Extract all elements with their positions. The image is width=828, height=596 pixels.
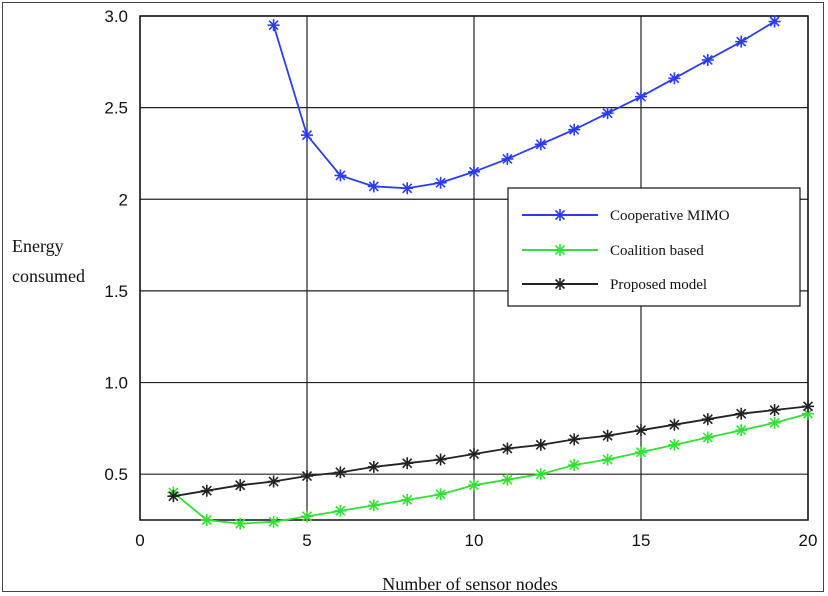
data-point <box>334 169 347 182</box>
legend-marker-1 <box>554 244 566 256</box>
data-point <box>768 404 781 417</box>
y-tick-label: 0.5 <box>104 465 128 484</box>
data-point <box>568 123 581 136</box>
data-point <box>501 152 514 165</box>
data-point <box>601 453 614 466</box>
data-point <box>802 407 814 420</box>
data-point <box>601 429 614 442</box>
data-point <box>768 416 781 429</box>
legend: Cooperative MIMO Coalition based Proposed … <box>507 187 801 307</box>
data-point <box>434 488 447 501</box>
data-point <box>668 438 681 451</box>
data-point <box>735 407 748 420</box>
data-point <box>401 457 414 470</box>
plot-area-border <box>139 15 809 521</box>
legend-marker-0 <box>554 209 566 221</box>
data-point <box>301 510 313 523</box>
data-point <box>768 15 781 28</box>
x-tick-label: 10 <box>465 531 484 550</box>
data-point <box>668 418 681 431</box>
data-point <box>267 19 280 32</box>
y-axis-title-line-2: consumed <box>12 266 85 286</box>
data-point <box>200 484 213 497</box>
data-point <box>534 138 547 151</box>
data-point <box>367 460 380 473</box>
series-1 <box>167 407 814 530</box>
y-tick-label: 1.5 <box>104 282 128 301</box>
legend-label: Proposed model <box>610 277 707 293</box>
data-point <box>434 453 447 466</box>
y-tick-label: 1.0 <box>104 374 128 393</box>
data-point <box>635 446 647 459</box>
data-point <box>735 35 748 48</box>
data-point <box>468 165 480 178</box>
data-point <box>635 90 647 103</box>
data-point <box>267 515 280 528</box>
x-tick-label: 5 <box>302 531 311 550</box>
data-point <box>367 180 380 193</box>
axis-ticks: 0 5 10 15 20 0.5 1.0 1.5 2 2.5 3.0 <box>104 7 817 550</box>
data-point <box>401 182 414 195</box>
x-tick-label: 20 <box>799 531 818 550</box>
data-point <box>802 400 814 413</box>
data-point <box>367 499 380 512</box>
data-point <box>735 424 748 437</box>
series-layer <box>167 15 814 530</box>
legend-marker-2 <box>554 278 566 290</box>
data-point <box>334 504 347 517</box>
y-tick-label: 2 <box>119 190 128 209</box>
data-point <box>434 176 447 189</box>
data-point <box>668 72 681 85</box>
data-point <box>234 479 247 492</box>
data-point <box>301 470 313 483</box>
legend-label: Coalition based <box>610 243 704 259</box>
data-point <box>501 442 514 455</box>
data-point <box>234 517 247 530</box>
x-tick-label: 15 <box>632 531 651 550</box>
data-point <box>701 431 714 444</box>
data-point <box>401 493 414 506</box>
data-point <box>568 459 581 472</box>
data-point <box>534 468 547 481</box>
series-0 <box>267 15 781 195</box>
series-line-1 <box>172 412 809 525</box>
data-point <box>701 413 714 426</box>
data-point <box>534 438 547 451</box>
y-tick-label: 2.5 <box>104 99 128 118</box>
data-point <box>167 490 180 503</box>
legend-label: Cooperative MIMO <box>610 208 730 224</box>
data-point <box>200 514 213 526</box>
data-point <box>301 129 313 142</box>
x-axis-title: Number of sensor nodes <box>382 574 557 594</box>
data-point <box>468 479 480 492</box>
data-point <box>701 53 714 66</box>
data-point <box>468 448 480 461</box>
data-point <box>568 433 581 446</box>
series-line-2 <box>173 405 809 498</box>
data-point <box>267 475 280 488</box>
data-point <box>501 473 514 486</box>
y-tick-label: 3.0 <box>104 7 128 26</box>
series-2 <box>167 400 814 503</box>
x-tick-label: 0 <box>135 531 144 550</box>
data-point <box>635 424 647 437</box>
data-point <box>334 466 347 479</box>
data-point <box>601 107 614 120</box>
series-line-0 <box>272 20 776 190</box>
y-axis-title-line-1: Energy <box>12 236 64 256</box>
